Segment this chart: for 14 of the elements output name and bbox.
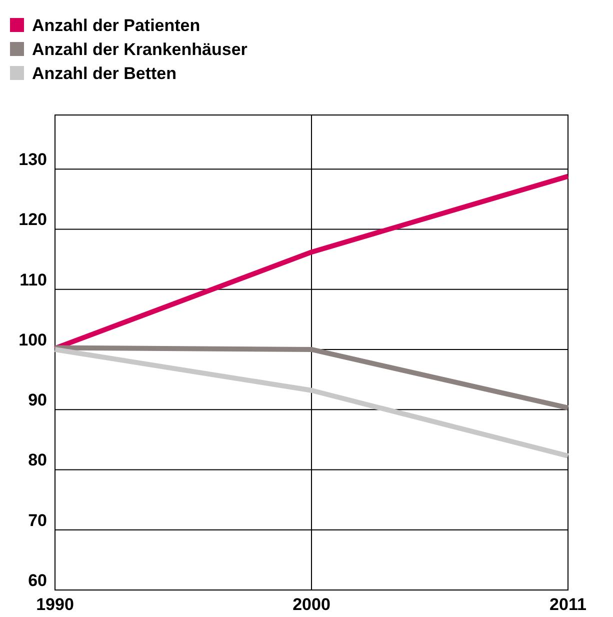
legend-label: Anzahl der Patienten bbox=[32, 16, 200, 35]
y-tick-label: 80 bbox=[28, 450, 47, 470]
x-tick-label: 1990 bbox=[36, 595, 74, 614]
y-tick-label: 100 bbox=[18, 330, 47, 350]
x-tick-label: 2011 bbox=[550, 595, 586, 614]
y-tick-label: 70 bbox=[28, 510, 47, 530]
y-tick-label: 60 bbox=[28, 571, 47, 590]
y-tick-label: 130 bbox=[18, 150, 47, 170]
y-tick-label: 110 bbox=[20, 270, 47, 290]
legend-label: Anzahl der Krankenhäuser bbox=[32, 40, 248, 59]
x-tick-label: 2000 bbox=[292, 595, 330, 614]
legend-label: Anzahl der Betten bbox=[32, 64, 177, 83]
y-tick-label: 120 bbox=[18, 210, 47, 230]
y-tick-label: 90 bbox=[28, 390, 47, 410]
